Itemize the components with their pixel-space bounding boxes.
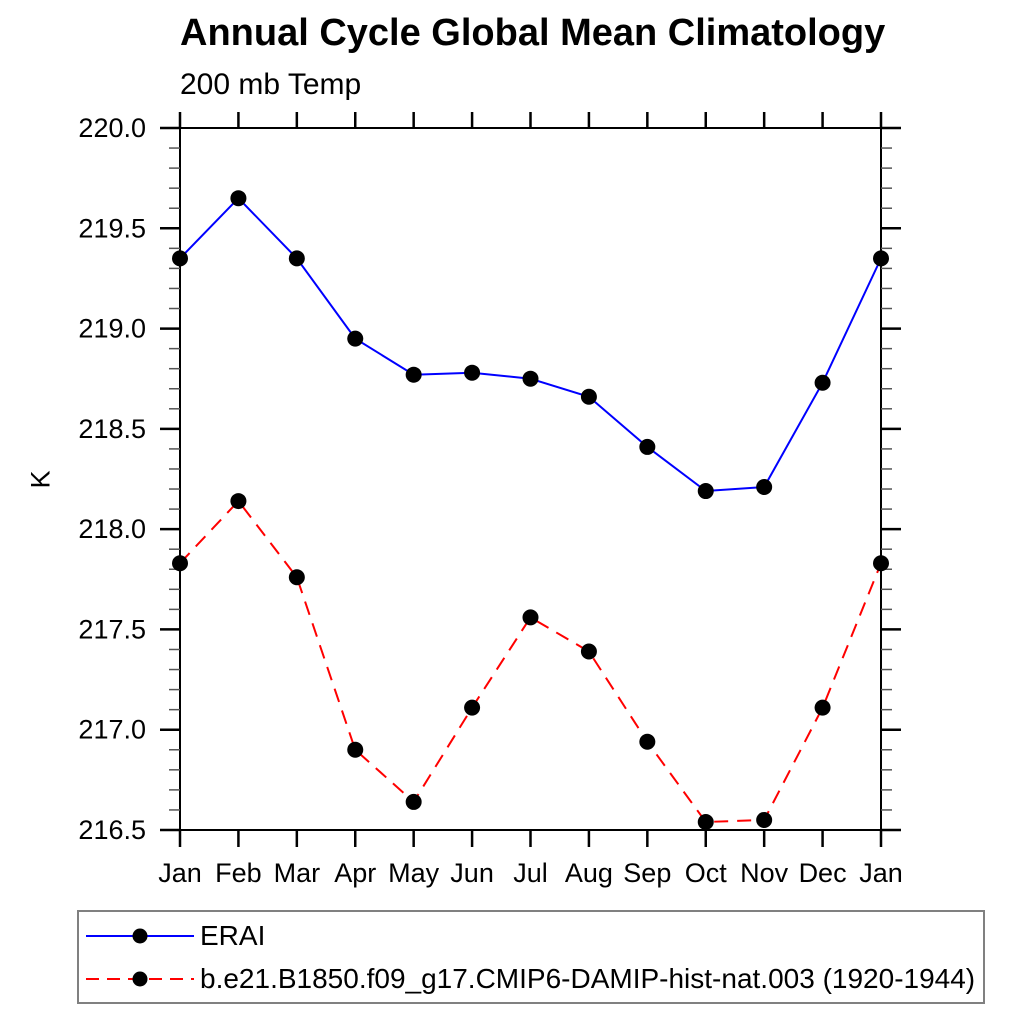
legend-sample-marker (132, 971, 148, 986)
data-point-marker (172, 250, 188, 267)
series-line-0 (179, 196, 882, 493)
x-axis-tick-label: Apr (334, 858, 376, 888)
legend-row-erai: ERAI (84, 914, 983, 957)
x-axis-tick-label: Feb (215, 858, 262, 888)
data-point-marker (756, 479, 773, 496)
data-point-marker (522, 370, 539, 387)
series-line-1 (179, 499, 882, 823)
data-point-marker (697, 483, 714, 500)
data-point-marker (288, 569, 305, 586)
plot-frame (179, 127, 882, 831)
data-point-marker (230, 493, 247, 510)
x-axis-tick-label: Oct (685, 858, 728, 888)
data-point-marker (405, 366, 422, 383)
data-point-marker (873, 250, 889, 267)
x-axis-tick-label: May (388, 858, 440, 888)
data-point-marker (639, 438, 656, 455)
data-point-marker (814, 374, 831, 391)
x-axis-tick-label: Jan (158, 858, 202, 888)
x-axis-tick-label: Aug (565, 858, 613, 888)
data-point-marker (756, 811, 773, 828)
legend-label-erai: ERAI (200, 919, 266, 951)
data-point-marker (873, 555, 889, 572)
legend-sample-model-line (86, 971, 194, 986)
chart-subtitle: 200 mb Temp (180, 68, 362, 101)
x-axis-tick-label: Nov (740, 858, 789, 888)
y-axis-tick-label: 217.0 (78, 715, 146, 745)
legend-box: ERAI b.e21.B1850.f09_g17.CMIP6-DAMIP-his… (77, 910, 985, 1004)
data-point-marker (172, 555, 188, 572)
data-point-marker (639, 733, 656, 750)
data-point-marker (814, 699, 831, 716)
data-point-marker (464, 364, 481, 381)
x-axis-tick-label: Jan (859, 858, 903, 888)
y-axis-tick-label: 219.5 (78, 213, 146, 243)
x-axis-tick-label: Jun (450, 858, 494, 888)
data-point-marker (522, 609, 539, 626)
data-point-marker (580, 643, 597, 660)
data-point-marker (464, 699, 481, 716)
data-point-marker (347, 330, 364, 347)
y-axis-tick-label: 220.0 (78, 113, 146, 143)
x-axis-tick-label: Dec (799, 858, 847, 888)
legend-row-model: b.e21.B1850.f09_g17.CMIP6-DAMIP-hist-nat… (84, 957, 983, 1000)
x-axis-tick-label: Mar (274, 858, 321, 888)
y-axis-tick-label: 218.0 (78, 514, 146, 544)
data-point-marker (230, 190, 247, 207)
data-point-marker (288, 250, 305, 267)
y-axis-tick-label: 217.5 (78, 614, 146, 644)
legend-label-model: b.e21.B1850.f09_g17.CMIP6-DAMIP-hist-nat… (200, 962, 976, 994)
legend-sample-marker (132, 928, 148, 943)
x-axis-tick-label: Sep (623, 858, 671, 888)
y-axis-tick-label: 219.0 (78, 314, 146, 344)
y-axis-tick-label: 218.5 (78, 414, 146, 444)
y-axis-tick-label: 216.5 (78, 815, 146, 845)
data-point-marker (405, 793, 422, 810)
data-point-marker (580, 388, 597, 405)
data-point-marker (347, 741, 364, 758)
legend-sample-erai-line (86, 928, 194, 943)
data-point-marker (697, 813, 714, 830)
chart-title: Annual Cycle Global Mean Climatology (180, 12, 886, 54)
x-axis-tick-label: Jul (513, 858, 548, 888)
